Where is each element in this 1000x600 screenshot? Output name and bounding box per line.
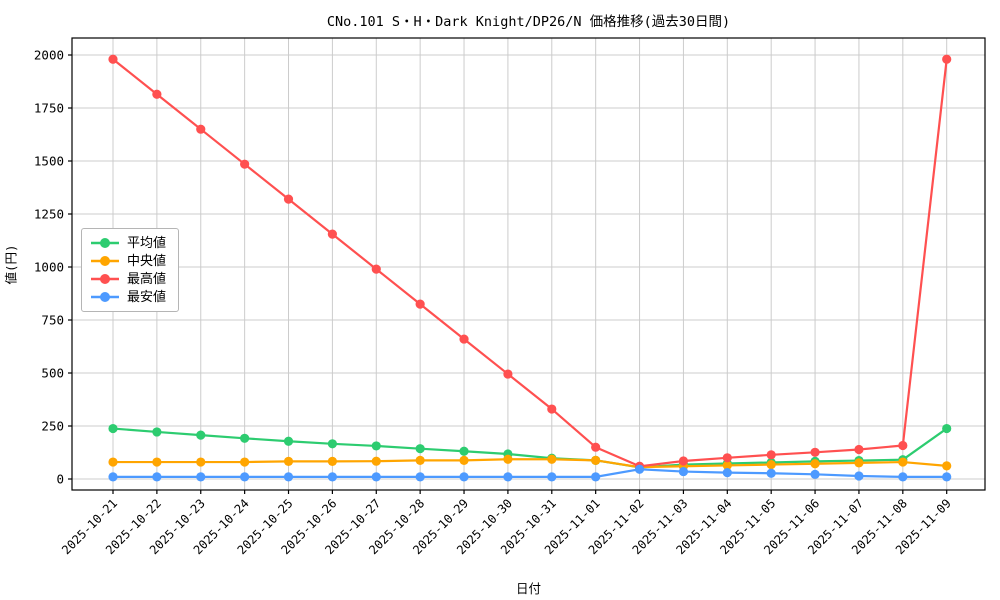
data-point-max <box>942 54 952 64</box>
y-tick-label: 750 <box>41 313 64 328</box>
legend-marker-median <box>91 256 119 266</box>
data-point-min <box>503 472 513 482</box>
data-point-max <box>459 334 469 344</box>
data-point-average <box>459 446 469 456</box>
data-point-min <box>196 472 206 482</box>
y-tick-label: 500 <box>41 366 64 381</box>
data-point-median <box>722 460 732 471</box>
data-point-median <box>371 456 381 466</box>
y-tick-label: 1750 <box>34 101 64 116</box>
legend-marker-average <box>91 238 119 248</box>
data-point-median <box>240 457 250 467</box>
data-point-min <box>766 468 776 478</box>
data-point-average <box>196 430 206 440</box>
series-line-median <box>111 458 948 469</box>
data-point-min <box>722 468 732 478</box>
y-tick-label: 250 <box>41 419 64 434</box>
data-point-max <box>327 229 337 239</box>
data-point-min <box>108 472 118 482</box>
data-point-min <box>810 469 820 479</box>
legend-item-average: 平均値 <box>90 234 166 252</box>
legend-item-min: 最安値 <box>90 288 166 306</box>
data-point-max <box>547 404 557 414</box>
legend-label-average: 平均値 <box>127 235 167 251</box>
data-point-median <box>942 461 952 471</box>
data-point-max <box>722 453 732 463</box>
data-point-min <box>371 472 381 482</box>
data-point-max <box>371 264 381 274</box>
data-point-min <box>459 472 469 482</box>
data-point-max <box>240 159 250 169</box>
axes-spines <box>71 37 986 491</box>
legend: 平均値中央値最高値最安値 <box>81 228 180 312</box>
data-point-min <box>634 464 645 474</box>
data-point-median <box>283 456 294 467</box>
data-point-average <box>371 441 381 451</box>
data-point-min <box>327 472 337 482</box>
data-point-min <box>240 472 250 482</box>
data-point-min <box>854 471 864 481</box>
data-point-min <box>591 472 601 482</box>
data-point-min <box>942 472 952 482</box>
data-point-min <box>898 472 908 482</box>
data-point-median <box>196 457 206 467</box>
y-tick-label: 1500 <box>34 154 64 169</box>
data-point-median <box>415 455 425 465</box>
legend-label-median: 中央値 <box>127 253 167 269</box>
data-point-min <box>283 472 294 482</box>
data-point-median <box>591 455 601 465</box>
y-tick-label: 1250 <box>34 207 64 222</box>
data-point-average <box>283 436 294 446</box>
data-point-median <box>547 454 557 464</box>
data-point-max <box>415 299 425 309</box>
data-point-max <box>152 89 162 99</box>
data-point-average <box>415 444 425 454</box>
chart-title: CNo.101 S・H・Dark Knight/DP26/N 価格推移(過去30… <box>326 14 731 30</box>
data-point-median <box>898 457 908 467</box>
data-point-max <box>766 450 776 460</box>
data-point-average <box>327 439 337 449</box>
x-axis-label: 日付 <box>515 581 541 596</box>
data-point-max <box>591 442 601 452</box>
legend-marker-max <box>91 274 119 284</box>
data-point-max <box>196 124 206 134</box>
legend-item-median: 中央値 <box>90 252 166 270</box>
data-point-average <box>240 433 250 443</box>
data-point-average <box>942 423 952 434</box>
legend-item-max: 最高値 <box>90 270 166 288</box>
data-point-median <box>766 459 776 470</box>
series-line-max <box>111 58 948 468</box>
data-point-median <box>459 455 469 465</box>
legend-marker-min <box>91 292 119 302</box>
data-point-median <box>503 454 513 464</box>
data-point-max <box>854 444 864 455</box>
data-point-average <box>108 423 118 434</box>
y-tick-label: 2000 <box>34 48 64 63</box>
data-point-min <box>678 466 689 477</box>
data-point-median <box>327 456 337 467</box>
data-point-max <box>810 447 820 457</box>
data-point-median <box>854 458 864 468</box>
data-point-average <box>152 427 162 437</box>
series-line-min <box>111 468 948 478</box>
data-point-max <box>108 54 118 64</box>
data-point-min <box>415 472 425 482</box>
data-point-max <box>898 440 908 451</box>
data-point-min <box>547 472 557 482</box>
series-line-average <box>111 427 948 469</box>
legend-label-max: 最高値 <box>127 271 167 287</box>
data-point-max <box>283 194 294 204</box>
data-point-median <box>108 457 118 467</box>
data-point-median <box>152 457 162 467</box>
y-tick-label: 1000 <box>34 260 64 275</box>
data-point-max <box>678 456 689 466</box>
legend-label-min: 最安値 <box>127 289 167 305</box>
data-point-min <box>152 472 162 482</box>
data-point-median <box>810 459 820 469</box>
data-point-max <box>503 369 513 379</box>
y-tick-label: 0 <box>56 472 64 487</box>
